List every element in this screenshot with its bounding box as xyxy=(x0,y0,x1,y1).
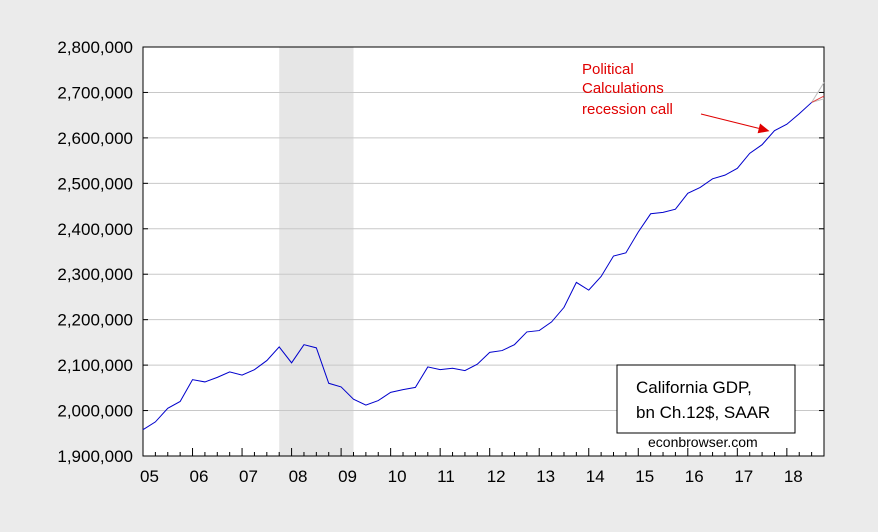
y-tick-label: 2,800,000 xyxy=(57,38,133,57)
annotation-arrow xyxy=(700,113,759,129)
recession-band-layer xyxy=(279,47,354,456)
forecast-fan xyxy=(811,82,825,103)
y-tick-label: 2,000,000 xyxy=(57,402,133,421)
recession-band xyxy=(279,47,354,456)
y-tick-label: 2,700,000 xyxy=(57,83,133,102)
annotation-line-1: Political xyxy=(582,61,634,78)
y-tick-label: 2,400,000 xyxy=(57,220,133,239)
x-axis: 05 06 07 08 09 10 11 12 13 14 15 16 17 18 xyxy=(140,448,825,486)
x-tick-label: 18 xyxy=(784,467,803,486)
annotation: Political Calculations recession call xyxy=(582,61,770,134)
annotation-line-2: Calculations xyxy=(582,80,664,97)
y-tick-label: 2,200,000 xyxy=(57,311,133,330)
x-tick-label: 11 xyxy=(437,467,455,486)
x-tick-label: 15 xyxy=(635,467,654,486)
x-tick-label: 17 xyxy=(734,467,753,486)
x-tick-label: 12 xyxy=(487,467,506,486)
x-tick-label: 05 xyxy=(140,467,159,486)
x-tick-label: 16 xyxy=(685,467,704,486)
y-axis: 1,900,000 2,000,000 2,100,000 2,200,000 2,30… xyxy=(57,38,824,466)
credit-text: econbrowser.com xyxy=(648,434,758,450)
legend-frame xyxy=(616,364,796,434)
forecast-upper xyxy=(811,82,825,103)
y-tick-label: 1,900,000 xyxy=(57,447,133,466)
x-tick-label: 10 xyxy=(388,467,407,486)
annotation-arrowhead xyxy=(757,123,770,134)
plot-frame xyxy=(142,46,825,457)
x-tick-label: 07 xyxy=(239,467,258,486)
y-tick-label: 2,500,000 xyxy=(57,174,133,193)
y-tick-label: 2,100,000 xyxy=(57,356,133,375)
gridlines xyxy=(143,91,824,412)
series-line-california-gdp xyxy=(142,102,812,431)
x-tick-label: 14 xyxy=(586,467,605,486)
y-tick-label: 2,600,000 xyxy=(57,129,133,148)
x-tick-label: 13 xyxy=(536,467,555,486)
forecast-line xyxy=(811,95,825,103)
x-tick-label: 09 xyxy=(338,467,357,486)
legend-line-2: bn Ch.12$, SAAR xyxy=(636,403,770,422)
legend-box: California GDP, bn Ch.12$, SAAR xyxy=(616,364,796,434)
y-tick-label: 2,300,000 xyxy=(57,265,133,284)
annotation-line-3: recession call xyxy=(582,101,673,118)
x-tick-label: 08 xyxy=(289,467,308,486)
x-tick-label: 06 xyxy=(190,467,209,486)
legend-line-1: California GDP, xyxy=(636,378,752,397)
